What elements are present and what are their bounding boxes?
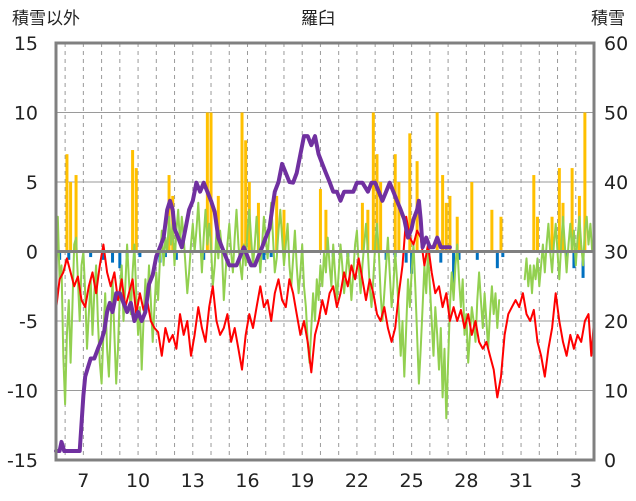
y-right-tick-label: 0	[604, 450, 616, 472]
green-series-line	[523, 215, 595, 295]
y-left-tick-label: 0	[26, 242, 38, 264]
y-left-tick-label: -15	[7, 450, 38, 472]
y-left-tick-label: -5	[19, 311, 38, 333]
precip-bar	[397, 182, 401, 252]
line-layer	[54, 134, 595, 453]
precip-bar	[393, 154, 397, 252]
precip-bar	[375, 154, 379, 252]
change-bar	[111, 251, 115, 263]
x-tick-label: 28	[454, 470, 478, 492]
precip-bar	[557, 168, 561, 252]
precip-bar	[490, 209, 494, 252]
precip-bar	[455, 216, 459, 252]
change-bar	[174, 251, 178, 260]
change-bar	[475, 251, 479, 260]
x-tick-label: 13	[181, 470, 205, 492]
change-bar	[501, 251, 505, 258]
change-bar	[404, 251, 408, 263]
precip-bar	[205, 112, 209, 252]
precip-bar	[360, 202, 364, 252]
change-bar	[138, 251, 142, 258]
precip-bar	[256, 202, 260, 252]
y-right-tick-label: 50	[604, 103, 628, 125]
x-tick-label: 25	[400, 470, 424, 492]
x-tick-label: 3	[570, 470, 582, 492]
y-right-tick-label: 40	[604, 172, 628, 194]
green-series-line	[55, 201, 501, 420]
precip-bar	[583, 112, 587, 252]
precip-bar	[282, 209, 286, 252]
change-bar	[89, 251, 93, 258]
change-bar	[163, 251, 167, 258]
right-axis-title: 積雪	[591, 9, 625, 29]
plot-frame	[54, 41, 596, 462]
x-tick-label: 16	[235, 470, 259, 492]
precip-bar	[435, 112, 439, 252]
y-left-tick-label: 5	[26, 172, 38, 194]
precip-bar	[275, 195, 279, 252]
precip-bar	[444, 202, 448, 252]
change-bar	[439, 251, 443, 263]
chart-title: 羅臼	[301, 9, 335, 29]
precip-bar	[441, 175, 445, 252]
precip-bar	[209, 112, 213, 252]
precip-bar	[532, 175, 536, 252]
change-bar	[495, 251, 499, 269]
x-tick-label: 7	[77, 470, 89, 492]
y-left-tick-label: 10	[14, 103, 38, 125]
precip-bar	[244, 140, 248, 252]
precip-bar	[470, 182, 474, 252]
precip-bar	[448, 195, 452, 252]
change-bar	[452, 251, 456, 284]
precip-bar	[240, 112, 244, 252]
change-bar	[101, 251, 105, 260]
y-left-tick-label: 15	[14, 33, 38, 55]
x-tick-label: 10	[126, 470, 150, 492]
snow-depth-line	[54, 134, 452, 453]
precip-bar	[134, 168, 138, 252]
precip-bar	[535, 216, 539, 252]
precip-bar	[379, 182, 383, 252]
y-right-tick-label: 60	[604, 33, 628, 55]
y-left-tick-label: -10	[7, 381, 38, 403]
change-bar	[565, 251, 569, 260]
change-bar	[262, 251, 266, 260]
precip-bar	[131, 150, 135, 252]
left-axis-title: 積雪以外	[12, 9, 80, 29]
y-right-tick-label: 30	[604, 242, 628, 264]
x-tick-label: 31	[509, 470, 533, 492]
y-right-tick-label: 20	[604, 311, 628, 333]
precip-bar	[366, 209, 370, 252]
change-bar	[118, 251, 122, 269]
precip-bar	[318, 188, 322, 252]
precip-bar	[570, 168, 574, 252]
precip-bar	[69, 182, 73, 252]
precip-bar	[408, 133, 412, 252]
change-bar	[269, 251, 273, 258]
change-bar	[67, 251, 71, 260]
precip-bar	[550, 216, 554, 252]
precip-bar	[74, 175, 78, 252]
precip-bar	[499, 216, 503, 252]
precip-bar	[324, 209, 328, 252]
x-tick-label: 22	[345, 470, 369, 492]
precip-bar	[167, 175, 171, 252]
change-bar	[572, 251, 576, 269]
x-tick-label: 19	[290, 470, 314, 492]
y-right-tick-label: 10	[604, 381, 628, 403]
precip-bar	[65, 154, 69, 252]
bar-layer	[58, 112, 587, 284]
change-bar	[457, 251, 461, 260]
